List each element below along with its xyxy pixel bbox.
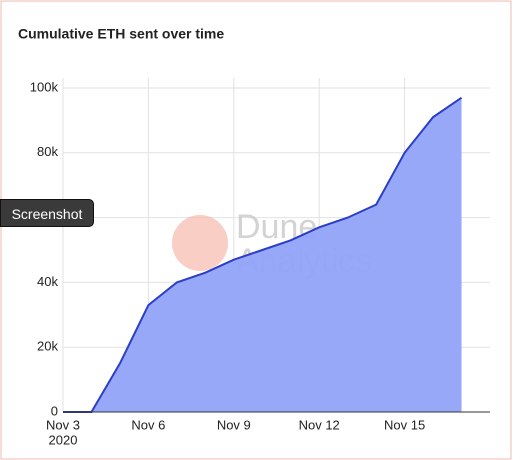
x-tick-label: Nov 12 <box>299 417 340 432</box>
y-tick-label: 80k <box>37 144 58 159</box>
x-tick-label: Nov 3 <box>46 417 80 432</box>
x-tick-label: Nov 15 <box>384 417 425 432</box>
x-tick-label: Nov 9 <box>217 417 251 432</box>
x-tick-label: Nov 6 <box>131 417 165 432</box>
y-tick-label: 20k <box>37 339 58 354</box>
screenshot-button[interactable]: Screenshot <box>0 199 94 227</box>
line <box>63 96 463 413</box>
y-tick-label: 40k <box>37 274 58 289</box>
area <box>63 97 462 412</box>
y-tick-label: 0 <box>51 403 58 418</box>
chart-title: Cumulative ETH sent over time <box>18 26 224 42</box>
x-tick-sublabel: 2020 <box>49 432 78 447</box>
y-tick-label: 100k <box>30 79 59 94</box>
watermark-logo <box>172 215 228 271</box>
